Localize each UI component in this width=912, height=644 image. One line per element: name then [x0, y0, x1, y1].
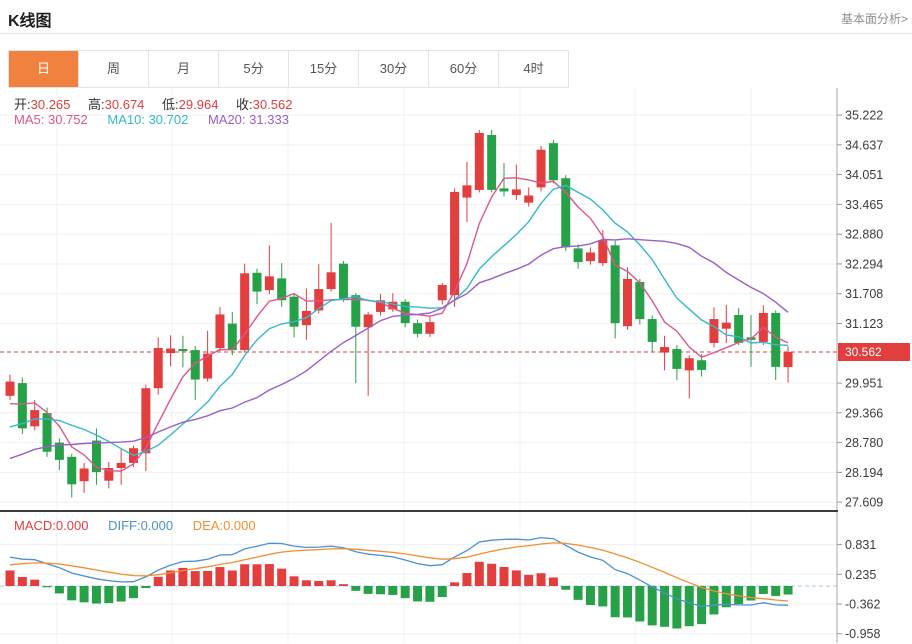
price-axis-label: 28.194 [845, 466, 883, 480]
ma10-label: MA10: [107, 112, 145, 127]
ma5-value: 30.752 [47, 112, 88, 127]
ma20-value: 31.333 [249, 112, 289, 127]
ma-legend: MA5: 30.752 MA10: 30.702 MA20: 31.333 [14, 112, 305, 127]
low-value: 29.964 [178, 97, 219, 112]
high-label: 高: [88, 97, 105, 112]
tab-bar: 日周月 5分 15分 30分 60分 4时 [8, 50, 569, 88]
tab-月[interactable]: 月 [149, 51, 219, 87]
price-axis-label: 29.366 [845, 406, 883, 420]
price-axis-label: 28.780 [845, 436, 883, 450]
price-axis-label: 31.123 [845, 317, 883, 331]
price-axis-label: 34.637 [845, 138, 883, 152]
panel-divider [0, 510, 838, 512]
macd-axis-label: -0.362 [845, 598, 880, 612]
price-axis-label: 31.708 [845, 287, 883, 301]
ma10-line [9, 184, 789, 457]
axis-labels: 35.222 34.637 34.051 33.465 32.880 32.294 31.7… [837, 109, 883, 641]
current-price-badge: 30.562 [838, 343, 910, 361]
candles-layer [5, 129, 793, 498]
fundamental-analysis-link[interactable]: 基本面分析> [840, 12, 908, 26]
price-axis-label: 33.465 [845, 198, 883, 212]
tab-60分[interactable]: 60分 [429, 51, 499, 87]
macd-value: 0.000 [55, 518, 89, 533]
gridlines [0, 88, 837, 643]
close-value: 30.562 [252, 97, 293, 112]
open-label: 开: [14, 97, 31, 112]
tab-周[interactable]: 周 [79, 51, 149, 87]
low-label: 低: [162, 97, 179, 112]
price-axis-label: 32.294 [845, 257, 883, 271]
ohlc-legend: 开:30.265 高:30.674 低:29.964 收:30.562 [14, 94, 306, 113]
diff-label: DIFF: [108, 518, 141, 533]
close-label: 收: [236, 97, 253, 112]
tab-4时[interactable]: 4时 [499, 51, 568, 87]
dea-label: DEA: [192, 518, 224, 533]
price-axis-label: 29.951 [845, 377, 883, 391]
price-axis-label: 32.880 [845, 228, 883, 242]
macd-label: MACD: [14, 518, 56, 533]
diff-line [9, 536, 789, 608]
tab-日[interactable]: 日 [9, 51, 79, 87]
price-axis-label: 34.051 [845, 168, 883, 182]
price-axis-label: 35.222 [845, 109, 883, 123]
dea-value: 0.000 [223, 518, 256, 533]
ma20-label: MA20: [207, 112, 246, 127]
macd-axis-label: -0.958 [845, 627, 880, 641]
price-axis-label: 27.609 [845, 496, 883, 510]
title-divider [0, 33, 912, 34]
diff-value: 0.000 [140, 518, 174, 533]
high-value: 30.674 [104, 97, 145, 112]
macd-axis-label: 0.235 [845, 568, 876, 582]
macd-legend: MACD:0.000 DIFF:0.000 DEA:0.000 [14, 518, 272, 533]
ma5-line [9, 177, 789, 472]
ma5-label: MA5: [14, 112, 45, 127]
tab-5分[interactable]: 5分 [219, 51, 289, 87]
ma10-value: 30.702 [148, 112, 189, 127]
dea-line [9, 542, 789, 602]
tab-15分[interactable]: 15分 [289, 51, 359, 87]
page-title: K线图 [8, 13, 52, 30]
tab-30分[interactable]: 30分 [359, 51, 429, 87]
ma20-line [9, 238, 789, 460]
open-value: 30.265 [30, 97, 71, 112]
macd-axis-label: 0.831 [845, 538, 876, 552]
macd-histogram [5, 561, 793, 629]
